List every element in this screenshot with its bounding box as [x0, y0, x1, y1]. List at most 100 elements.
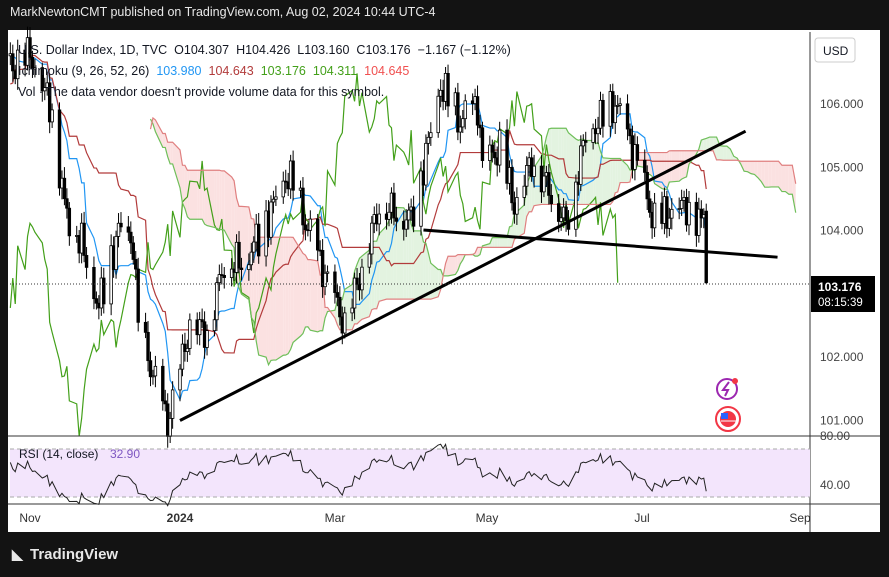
ichimoku-cloud-segment — [723, 146, 727, 161]
ohlc-high: H104.426 — [236, 43, 291, 57]
candle-body — [490, 144, 494, 153]
candle-body — [581, 140, 585, 147]
candle-body — [136, 268, 140, 323]
candle-body — [65, 198, 69, 209]
ichimoku-cloud-segment — [610, 158, 613, 205]
ichimoku-cloud-segment — [425, 243, 429, 300]
ichimoku-cloud-segment — [757, 161, 762, 182]
candle-body — [616, 104, 620, 107]
candle-body — [114, 235, 118, 270]
candle-body — [370, 222, 374, 255]
candle-body — [40, 67, 44, 92]
candle-body — [153, 365, 158, 377]
candle-body — [532, 165, 536, 177]
candle-body — [143, 321, 148, 333]
candle-body — [84, 255, 89, 268]
ichimoku-cloud-segment — [448, 256, 456, 276]
candle-body — [163, 400, 167, 405]
ichimoku-value: 103.176 — [260, 64, 306, 78]
rsi-line — [9, 442, 707, 507]
ichimoku-cloud-segment — [516, 204, 525, 238]
ichimoku-cloud-segment — [585, 140, 594, 205]
candle-body — [126, 226, 131, 233]
candle-body — [222, 275, 226, 278]
candle-body — [11, 53, 15, 72]
ichimoku-cloud-segment — [719, 145, 724, 161]
ichimoku-cloud-segment — [750, 161, 755, 175]
candle-body — [178, 368, 182, 391]
candle-body — [613, 105, 617, 124]
candle-body — [426, 136, 431, 144]
ichimoku-cloud-segment — [408, 211, 412, 300]
ichimoku-cloud-segment — [494, 237, 498, 248]
ichimoku-value: 104.643 — [208, 64, 254, 78]
candle-body — [601, 99, 605, 127]
senkou-span-a-line — [149, 118, 797, 367]
candle-body — [665, 196, 669, 229]
volume-note: Vol · The data vendor doesn't provide vo… — [18, 85, 385, 99]
price-tick: 104.000 — [820, 224, 864, 238]
candle-body — [350, 307, 354, 314]
symbol-row[interactable]: U.S. Dollar Index, 1D, TVC O104.307 H104.4… — [18, 40, 518, 61]
candle-body — [28, 37, 32, 58]
ichimoku-cloud-segment — [320, 275, 323, 331]
chart-card — [8, 30, 880, 532]
ichimoku-value: 103.980 — [156, 64, 202, 78]
ichimoku-cloud-segment — [669, 150, 672, 183]
candle-body — [256, 223, 261, 257]
us-flag-event-icon[interactable] — [715, 406, 741, 432]
candle-body — [151, 375, 155, 378]
currency-button[interactable] — [814, 37, 856, 63]
ichimoku-cloud-segment — [403, 207, 407, 300]
candle-body — [92, 267, 96, 300]
candle-body — [131, 242, 135, 260]
candle-body — [271, 198, 276, 203]
candle-body — [50, 109, 54, 123]
candle-body — [343, 312, 347, 334]
candle-body — [647, 198, 652, 213]
ichimoku-cloud-segment — [396, 207, 404, 300]
ichimoku-row[interactable]: Ichimoku (9, 26, 52, 26) 103.980 104.643 10… — [18, 61, 518, 82]
ohlc-low: L103.160 — [297, 43, 350, 57]
bar-countdown: 08:15:39 — [818, 297, 863, 309]
ichimoku-cloud-segment — [785, 165, 789, 195]
candle-body — [109, 245, 113, 305]
ichimoku-value: 104.311 — [312, 64, 358, 78]
ichimoku-cloud-segment — [654, 152, 662, 189]
tenkan-sen-line — [10, 54, 707, 402]
time-tick: Nov — [19, 511, 40, 525]
ichimoku-cloud-segment — [595, 142, 599, 205]
trendline — [423, 228, 778, 259]
ichimoku-cloud-segment — [457, 254, 461, 271]
candle-body — [387, 211, 391, 220]
candle-body — [596, 127, 600, 135]
candle-body — [320, 250, 325, 288]
candle-body — [549, 194, 554, 205]
lightning-icon[interactable] — [716, 378, 738, 400]
candle-body — [116, 222, 121, 237]
ichimoku-cloud-segment — [241, 206, 249, 300]
candle-body — [556, 203, 561, 222]
ohlc-change: −1.167 (−1.12%) — [417, 43, 511, 57]
ichimoku-cloud-segment — [285, 237, 289, 355]
ichimoku-cloud-segment — [781, 165, 786, 192]
candle-body — [33, 67, 37, 70]
rsi-label: RSI (14, close) — [19, 447, 98, 461]
candle-body — [43, 87, 47, 92]
candle-body — [574, 181, 578, 230]
rsi-band — [10, 449, 810, 497]
ichimoku-cloud-segment — [771, 161, 776, 187]
candle-body — [478, 124, 482, 129]
ichimoku-cloud-segment — [524, 183, 527, 234]
candle-body — [480, 127, 485, 161]
ichimoku-cloud-segment — [686, 150, 690, 177]
candle-body — [505, 129, 509, 184]
candle-body — [170, 389, 175, 419]
candle-body — [183, 343, 187, 352]
candle-body — [352, 277, 357, 309]
candle-body — [404, 219, 408, 230]
ichimoku-cloud-segment — [290, 237, 294, 350]
candle-body — [180, 343, 185, 370]
ichimoku-cloud-segment — [307, 259, 311, 331]
